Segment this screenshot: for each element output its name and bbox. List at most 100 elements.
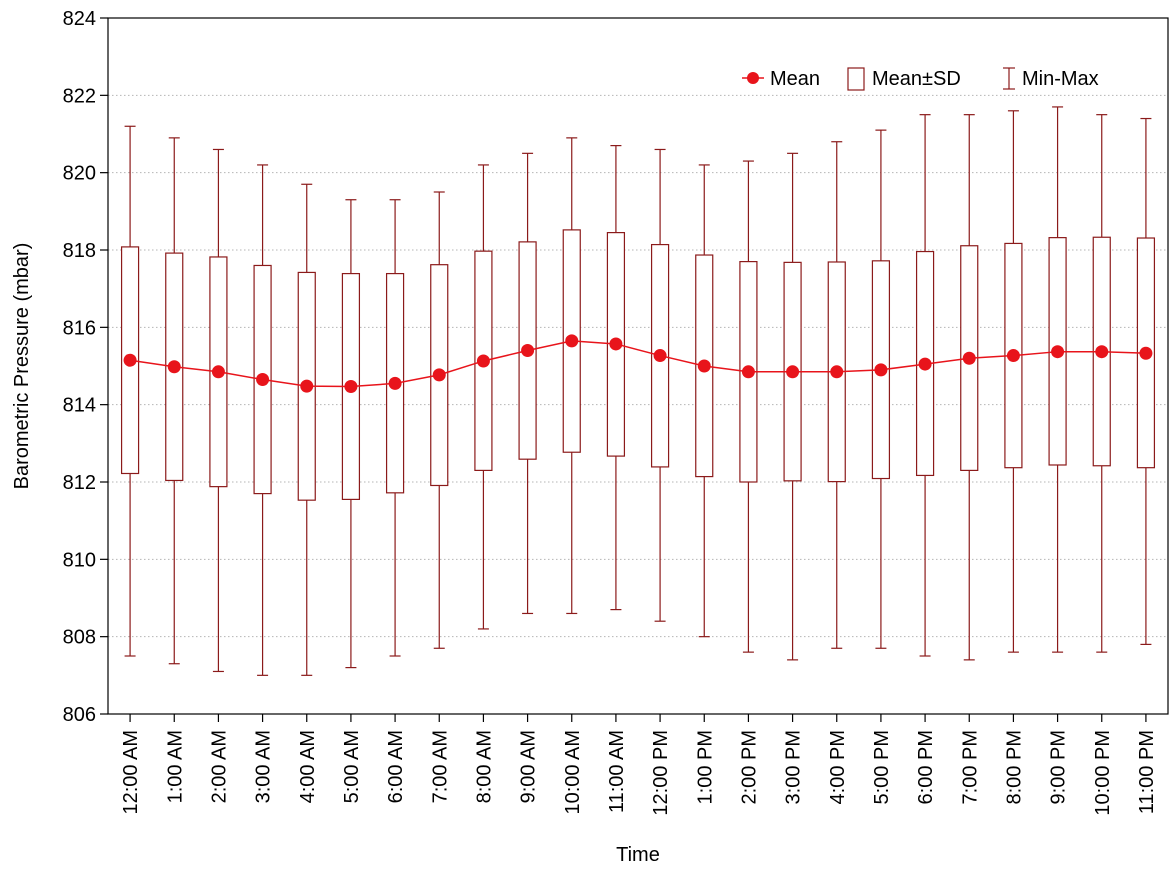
category-box-17 [871, 129, 891, 649]
category-box-10 [562, 137, 581, 615]
mean-point [1051, 345, 1065, 359]
x-tick-label: 1:00 AM [164, 730, 186, 803]
category-box-6 [385, 199, 405, 657]
x-tick-label: 10:00 PM [1092, 730, 1114, 816]
mean-point [918, 357, 932, 371]
x-tick-label: 4:00 AM [297, 730, 319, 803]
x-tick-label: 11:00 PM [1136, 730, 1158, 814]
mean-point [300, 379, 314, 393]
mean-point [565, 334, 579, 348]
y-tick-label: 806 [63, 704, 96, 726]
mean-line [129, 340, 1146, 388]
category-box-14 [739, 160, 758, 653]
mean-point [123, 353, 137, 367]
y-tick-label: 816 [63, 317, 96, 339]
category-box-4 [297, 183, 316, 676]
plot-frame [107, 17, 1169, 715]
mean-point [697, 359, 711, 373]
mean-point [521, 344, 535, 358]
mean-point [874, 363, 888, 377]
category-box-15 [783, 152, 802, 661]
y-tick-label: 822 [63, 85, 96, 107]
legend-mean: Mean [742, 68, 820, 90]
y-tick-label: 808 [63, 627, 96, 649]
x-tick-label: 11:00 AM [606, 730, 628, 813]
category-box-19 [960, 114, 979, 661]
mean-point [609, 337, 623, 351]
y-tick-label: 820 [63, 163, 96, 185]
category-box-9 [518, 152, 537, 615]
x-tick-label: 3:00 PM [783, 730, 805, 804]
x-tick-label: 7:00 PM [959, 730, 981, 804]
category-box-2 [209, 148, 228, 673]
x-tick-label: 8:00 AM [473, 730, 495, 803]
chart-series [120, 106, 1156, 676]
mean-point [256, 373, 270, 387]
category-box-11 [606, 145, 626, 611]
mean-point [962, 351, 976, 365]
x-tick-label: 9:00 AM [518, 730, 540, 803]
x-tick-label: 5:00 AM [341, 730, 363, 803]
legend-sd: Mean±SD [847, 67, 961, 91]
mean-point [830, 365, 844, 379]
x-axis-title: Time [616, 844, 660, 866]
x-tick-label: 5:00 PM [871, 730, 893, 804]
category-box-20 [1004, 110, 1023, 653]
category-box-22 [1092, 114, 1111, 653]
legend-mean-label: Mean [770, 68, 820, 90]
category-box-3 [253, 164, 272, 676]
mean-point [388, 376, 402, 390]
legend-minmax-label: Min-Max [1022, 68, 1099, 90]
x-tick-label: 6:00 AM [385, 730, 407, 803]
mean-point [167, 360, 181, 374]
x-tick-label: 1:00 PM [694, 730, 716, 804]
mean-point [1095, 345, 1109, 359]
legend-minmax: Min-Max [1003, 67, 1099, 90]
category-box-16 [827, 141, 846, 649]
box-icon [847, 67, 865, 91]
x-tick-label: 2:00 PM [738, 730, 760, 804]
mean-point [741, 365, 755, 379]
category-box-21 [1048, 106, 1067, 653]
category-box-23 [1136, 117, 1156, 646]
category-box-13 [695, 164, 714, 638]
x-tick-label: 2:00 AM [208, 730, 230, 803]
x-tick-label: 9:00 PM [1048, 730, 1070, 804]
category-box-7 [430, 191, 449, 649]
tick-labels: 806 808 810 812 814 816 818 820 822 824 12:00 AM 1:… [63, 8, 1158, 816]
x-tick-label: 7:00 AM [429, 730, 451, 803]
y-tick-label: 810 [63, 549, 96, 571]
category-box-1 [165, 137, 184, 665]
mean-point [344, 379, 358, 393]
axes [100, 17, 1169, 722]
mean-point [1006, 349, 1020, 363]
y-tick-label: 824 [63, 8, 96, 30]
mean-point [653, 349, 667, 363]
mean-point [786, 365, 800, 379]
y-tick-label: 818 [63, 240, 96, 262]
category-box-5 [341, 199, 361, 669]
mean-point [211, 365, 225, 379]
mean-point [1139, 346, 1153, 360]
category-box-0 [120, 125, 140, 657]
grid-lines [108, 94, 1168, 638]
category-box-12 [650, 148, 670, 622]
y-tick-label: 812 [63, 472, 96, 494]
x-tick-label: 3:00 AM [253, 730, 275, 803]
x-tick-label: 4:00 PM [827, 730, 849, 804]
mean-point [476, 354, 490, 368]
category-box-18 [915, 114, 935, 657]
line-dot-icon [747, 72, 759, 84]
x-tick-label: 8:00 PM [1003, 730, 1025, 804]
legend-sd-label: Mean±SD [872, 68, 961, 90]
x-tick-label: 10:00 AM [562, 730, 584, 815]
x-tick-label: 12:00 AM [120, 730, 142, 815]
y-tick-label: 814 [63, 395, 96, 417]
legend: Mean Mean±SD Min-Max [742, 67, 1099, 91]
x-tick-label: 6:00 PM [915, 730, 937, 804]
x-tick-label: 12:00 PM [650, 730, 672, 816]
y-axis-title: Barometric Pressure (mbar) [11, 243, 33, 490]
whisker-icon [1003, 67, 1015, 90]
mean-point [432, 368, 446, 382]
